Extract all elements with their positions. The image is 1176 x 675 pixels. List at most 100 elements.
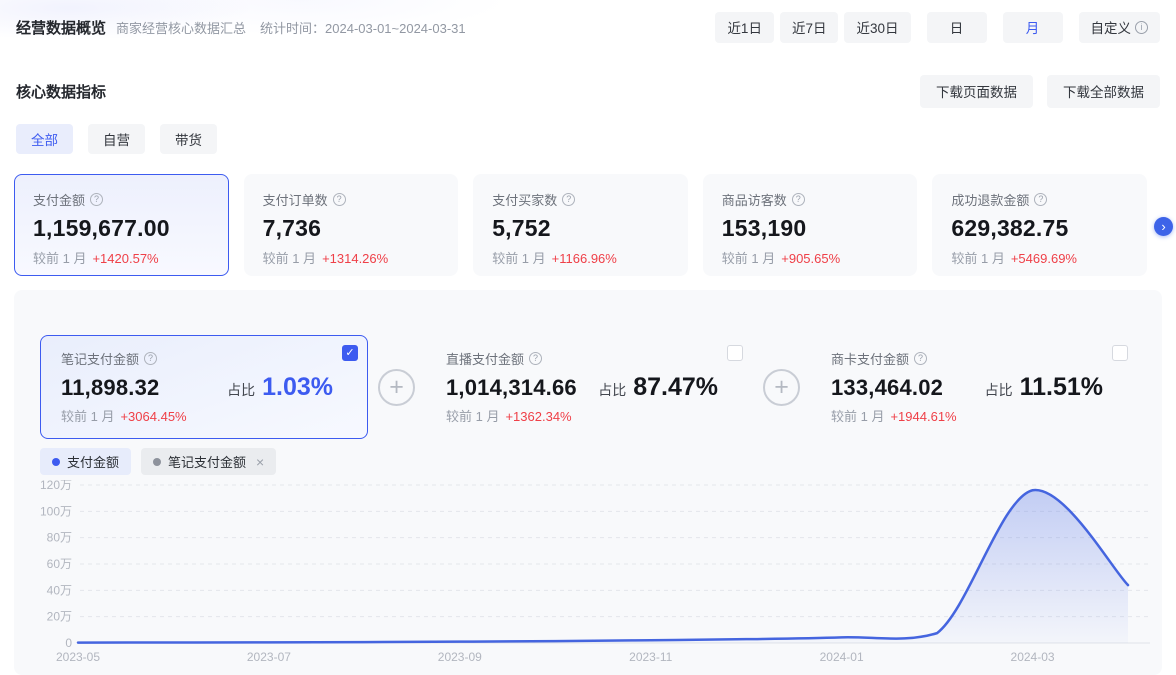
select-checkbox[interactable] <box>727 345 743 361</box>
metric-card[interactable]: 支付金额 ? 1,159,677.00 较前 1 月 +1420.57% <box>14 174 229 276</box>
svg-text:80万: 80万 <box>47 531 72 545</box>
help-icon[interactable]: ? <box>90 193 104 206</box>
metric-label: 支付金额 <box>33 193 86 208</box>
download-page-data-button[interactable]: 下载页面数据 <box>920 74 1033 108</box>
metric-card-row: 支付金额 ? 1,159,677.00 较前 1 月 +1420.57% 支付订单… <box>14 174 1147 276</box>
legend-label: 笔记支付金额 <box>168 455 247 470</box>
chevron-right-icon: › <box>1161 218 1166 234</box>
compare-label: 较前 1 月 <box>951 251 1005 266</box>
date-range-button[interactable]: 月 <box>1002 11 1063 43</box>
date-range-button[interactable]: 自定义 i <box>1078 11 1160 43</box>
scope-tabs: 全部 自营 带货 <box>16 124 217 154</box>
sub-metric-value: 133,464.02 <box>831 375 944 400</box>
page-subtitle: 商家经营核心数据汇总 <box>116 20 247 36</box>
help-icon[interactable]: ? <box>332 193 346 206</box>
legend-chip[interactable]: 笔记支付金额 × <box>141 448 277 475</box>
date-range-label: 近1日 <box>727 21 762 36</box>
ratio-label: 占比 <box>984 382 1013 398</box>
metric-card[interactable]: 支付买家数 ? 5,752 较前 1 月 +1166.96% <box>473 174 688 276</box>
plus-separator: + <box>753 368 810 406</box>
ratio-value: 87.47% <box>633 373 718 401</box>
metric-label: 商品访客数 <box>721 193 787 208</box>
ratio-label: 占比 <box>598 382 627 398</box>
add-metric-icon[interactable]: + <box>378 368 415 406</box>
legend-chip[interactable]: 支付金额 <box>40 448 132 475</box>
carousel-next-button[interactable]: › <box>1154 217 1173 236</box>
metric-value: 1,159,677.00 <box>33 215 170 241</box>
help-icon[interactable]: ? <box>562 193 576 206</box>
svg-text:100万: 100万 <box>40 504 72 518</box>
compare-label: 较前 1 月 <box>33 251 87 266</box>
svg-text:2024-03: 2024-03 <box>1011 650 1055 664</box>
add-metric-icon[interactable]: + <box>763 368 800 406</box>
help-icon[interactable]: ? <box>529 352 543 365</box>
trend-chart[interactable]: 120万 100万 80万 60万 40万 20万 0 2023-05 2023-07 2023-… <box>14 480 1162 672</box>
svg-text:40万: 40万 <box>47 583 72 597</box>
payment-breakdown-panel: ✓ 笔记支付金额 ? 11,898.32 占比 1.03% 较前 1 月 +306… <box>14 290 1162 675</box>
download-all-data-button[interactable]: 下载全部数据 <box>1047 74 1160 108</box>
select-checkbox[interactable] <box>1112 345 1128 361</box>
compare-label: 较前 1 月 <box>831 409 885 424</box>
date-range-button[interactable]: 近30日 <box>844 11 911 43</box>
svg-text:2023-05: 2023-05 <box>56 650 100 664</box>
date-range-label: 近7日 <box>791 21 827 36</box>
scope-tab[interactable]: 自营 <box>88 124 145 154</box>
change-value: +1944.61% <box>890 409 957 424</box>
sub-metric-label: 商卡支付金额 <box>831 352 910 367</box>
sub-metric-label: 直播支付金额 <box>446 352 525 367</box>
compare-label: 较前 1 月 <box>61 409 115 424</box>
metric-label: 支付订单数 <box>262 193 328 208</box>
metric-card[interactable]: 商品访客数 ? 153,190 较前 1 月 +905.65% <box>702 174 918 276</box>
series-dot-icon <box>153 457 162 466</box>
date-range-button[interactable]: 近7日 <box>779 11 839 43</box>
change-value: +3064.45% <box>120 409 187 424</box>
scope-tab[interactable]: 全部 <box>16 124 73 154</box>
sub-metric-row: ✓ 笔记支付金额 ? 11,898.32 占比 1.03% 较前 1 月 +306… <box>40 335 1138 439</box>
svg-text:20万: 20万 <box>47 610 72 624</box>
sub-metric-label: 笔记支付金额 <box>61 352 140 367</box>
change-value: +1420.57% <box>92 251 159 266</box>
ratio-value: 11.51% <box>1019 373 1103 401</box>
select-checkbox[interactable]: ✓ <box>342 345 358 361</box>
help-icon[interactable]: ? <box>144 352 158 365</box>
metric-value: 5,752 <box>492 215 551 241</box>
sub-metric-card[interactable]: 商卡支付金额 ? 133,464.02 占比 11.51% 较前 1 月 +194… <box>810 335 1138 439</box>
date-range-label: 自定义 <box>1090 21 1132 36</box>
change-value: +1166.96% <box>551 251 617 266</box>
sub-metric-value: 1,014,314.66 <box>446 375 577 400</box>
page-title: 经营数据概览 <box>16 19 107 37</box>
metric-value: 153,190 <box>721 215 807 241</box>
metric-value: 629,382.75 <box>951 215 1069 241</box>
compare-label: 较前 1 月 <box>721 251 776 266</box>
svg-text:2024-01: 2024-01 <box>820 650 864 664</box>
ratio-value: 1.03% <box>262 373 333 401</box>
chart-legend: 支付金额 笔记支付金额 × <box>40 448 277 475</box>
metric-label: 支付买家数 <box>492 193 558 208</box>
sub-metric-card[interactable]: 直播支付金额 ? 1,014,314.66 占比 87.47% 较前 1 月 +1… <box>425 335 753 439</box>
stat-time-label: 统计时间：2024-03-01~2024-03-31 <box>260 20 466 36</box>
section-title: 核心数据指标 <box>16 83 107 101</box>
help-icon[interactable]: ? <box>1034 193 1048 206</box>
date-range-button[interactable]: 近1日 <box>715 11 774 43</box>
metric-card[interactable]: 支付订单数 ? 7,736 较前 1 月 +1314.26% <box>243 174 459 276</box>
date-range-label: 近30日 <box>856 21 899 36</box>
date-range-button[interactable]: 日 <box>926 11 987 43</box>
legend-label: 支付金额 <box>67 455 120 470</box>
svg-text:2023-09: 2023-09 <box>438 650 482 664</box>
date-range-label: 月 <box>1025 21 1040 36</box>
help-icon[interactable]: ? <box>914 352 928 365</box>
sub-metric-card[interactable]: ✓ 笔记支付金额 ? 11,898.32 占比 1.03% 较前 1 月 +306… <box>40 335 368 439</box>
remove-series-icon[interactable]: × <box>256 453 265 470</box>
change-value: +1314.26% <box>322 251 389 266</box>
change-value: +905.65% <box>781 251 841 266</box>
ratio-label: 占比 <box>227 382 256 398</box>
date-range-label: 日 <box>949 21 964 36</box>
top-bar: 经营数据概览 商家经营核心数据汇总 统计时间：2024-03-01~2024-0… <box>0 0 1176 54</box>
metric-card[interactable]: 成功退款金额 ? 629,382.75 较前 1 月 +5469.69% <box>932 174 1147 276</box>
svg-text:2023-07: 2023-07 <box>247 650 291 664</box>
help-icon[interactable]: ? <box>791 193 805 206</box>
metric-value: 7,736 <box>262 215 322 241</box>
change-value: +5469.69% <box>1010 251 1077 266</box>
scope-tab[interactable]: 带货 <box>160 124 217 154</box>
